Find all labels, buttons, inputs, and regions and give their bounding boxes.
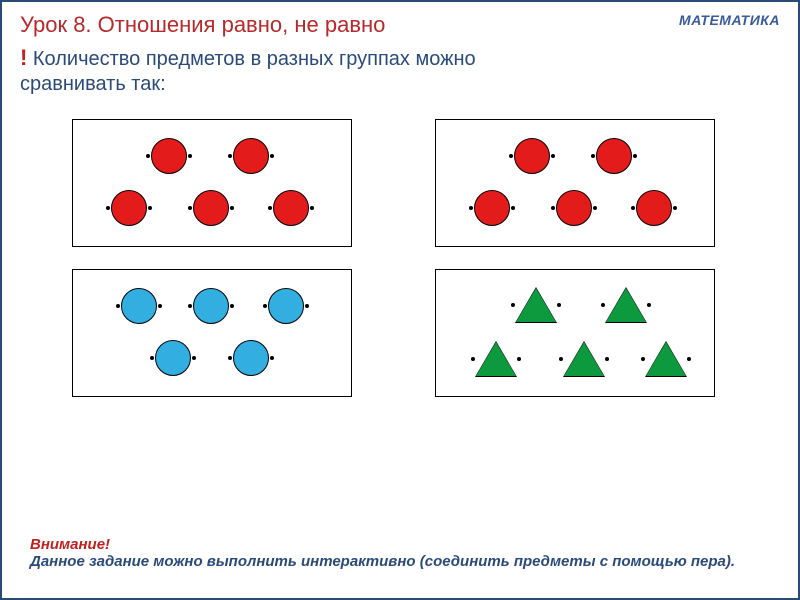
red-circle[interactable] <box>193 190 229 226</box>
red-circle[interactable] <box>151 138 187 174</box>
red-circle[interactable] <box>233 138 269 174</box>
attention-label: Внимание! <box>30 536 110 553</box>
groups-grid <box>2 99 798 397</box>
group-top-right[interactable] <box>435 119 715 247</box>
blue-circle[interactable] <box>233 340 269 376</box>
group-bottom-right[interactable] <box>435 269 715 397</box>
red-circle[interactable] <box>474 190 510 226</box>
group-bottom-left[interactable] <box>72 269 352 397</box>
footer-text: Данное задание можно выполнить интеракти… <box>30 553 735 570</box>
blue-circle[interactable] <box>155 340 191 376</box>
red-circle[interactable] <box>514 138 550 174</box>
exclamation-mark: ! <box>20 45 27 70</box>
red-circle[interactable] <box>111 190 147 226</box>
subject-label: МАТЕМАТИКА <box>679 12 780 28</box>
intro-line2: сравнивать так: <box>20 73 166 95</box>
red-circle[interactable] <box>273 190 309 226</box>
blue-circle[interactable] <box>268 288 304 324</box>
red-circle[interactable] <box>596 138 632 174</box>
intro-text: ! Количество предметов в разных группах … <box>2 38 798 99</box>
lesson-title: Урок 8. Отношения равно, не равно <box>20 12 385 38</box>
group-top-left[interactable] <box>72 119 352 247</box>
intro-line1: Количество предметов в разных группах мо… <box>33 48 476 70</box>
footer-note: Внимание! Данное задание можно выполнить… <box>30 536 770 570</box>
red-circle[interactable] <box>636 190 672 226</box>
blue-circle[interactable] <box>193 288 229 324</box>
blue-circle[interactable] <box>121 288 157 324</box>
header-row: Урок 8. Отношения равно, не равно МАТЕМА… <box>2 2 798 38</box>
red-circle[interactable] <box>556 190 592 226</box>
